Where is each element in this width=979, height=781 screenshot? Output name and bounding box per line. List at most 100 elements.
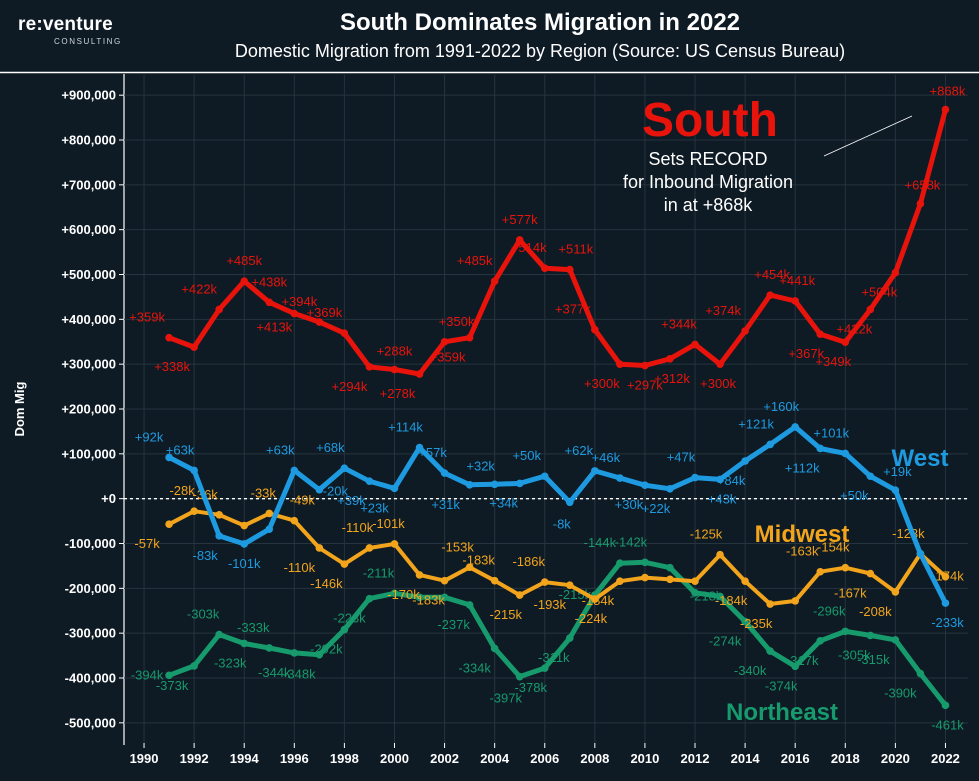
data-label: +32k — [466, 458, 495, 473]
y-tick-label: -200,000 — [65, 581, 116, 596]
data-label: +63k — [266, 442, 295, 457]
data-point — [891, 636, 900, 644]
data-point — [465, 480, 474, 489]
data-label: -233k — [931, 615, 964, 630]
data-point — [591, 325, 599, 334]
x-tick-label: 2000 — [380, 751, 409, 766]
data-label: -237k — [437, 617, 470, 632]
data-point — [490, 576, 499, 585]
data-point — [641, 573, 649, 582]
data-point — [616, 559, 624, 568]
data-point — [240, 540, 249, 548]
data-label: -101k — [372, 516, 405, 531]
data-point — [941, 701, 950, 710]
data-label: +377k — [555, 302, 591, 317]
data-point — [791, 423, 799, 431]
x-tick-label: 2018 — [831, 751, 860, 766]
data-label: -144k — [584, 535, 617, 550]
data-point — [465, 333, 474, 342]
series-line-midwest — [167, 509, 948, 606]
data-label: +22k — [642, 501, 671, 516]
data-label: -101k — [228, 556, 261, 571]
data-point — [540, 472, 549, 481]
data-point — [716, 360, 724, 368]
data-point — [415, 443, 424, 452]
data-label: +31k — [431, 497, 460, 512]
data-point — [616, 474, 624, 482]
data-point — [465, 601, 474, 609]
x-tick-label: 1990 — [130, 751, 159, 766]
data-point — [841, 627, 850, 636]
data-label: -110k — [284, 560, 316, 575]
data-label: +101k — [813, 425, 849, 440]
data-point — [440, 576, 449, 585]
data-point — [565, 634, 574, 642]
data-point — [816, 636, 825, 645]
data-point — [265, 644, 274, 652]
data-label: -394k — [131, 667, 164, 682]
data-point — [841, 338, 850, 347]
data-label: +288k — [377, 344, 413, 359]
data-label: +577k — [502, 212, 538, 227]
data-point — [190, 662, 198, 670]
data-point — [490, 277, 499, 286]
data-label: -292k — [310, 642, 343, 657]
data-point — [666, 575, 674, 584]
data-point — [215, 532, 223, 540]
y-tick-label: +800,000 — [61, 133, 116, 148]
data-point — [891, 588, 900, 596]
data-point — [891, 486, 900, 494]
annotation-pointer — [823, 115, 913, 157]
series-line-west — [166, 424, 948, 606]
data-point — [215, 630, 223, 639]
data-point — [941, 572, 950, 581]
data-point — [165, 453, 173, 462]
logo-tagline: CONSULTING — [54, 37, 122, 46]
chart-subtitle: Domestic Migration from 1991-2022 by Reg… — [234, 41, 846, 61]
data-point — [315, 544, 324, 552]
y-tick-label: +600,000 — [61, 222, 116, 237]
series-northeast: -394k-373k -303k -323k -333k -344k-348k -292k… — [131, 534, 964, 732]
data-label: +300k — [584, 376, 620, 391]
data-label: +413k — [256, 320, 292, 335]
data-point — [716, 592, 724, 601]
data-point — [440, 469, 449, 477]
data-label: +349k — [815, 354, 851, 369]
data-point — [716, 550, 724, 559]
data-label: +514k — [511, 240, 547, 255]
data-point — [515, 236, 524, 244]
data-point — [791, 297, 799, 305]
data-label: +160k — [763, 399, 799, 414]
y-tick-label: -400,000 — [65, 670, 116, 685]
x-tick-label: 1996 — [280, 751, 309, 766]
data-label: +359k — [430, 350, 466, 365]
data-point — [691, 577, 699, 585]
y-tick-label: +400,000 — [61, 312, 116, 327]
y-tick-label: +500,000 — [61, 267, 116, 282]
data-point — [340, 560, 349, 568]
data-label: -315k — [857, 652, 890, 667]
x-tick-label: 2010 — [630, 751, 659, 766]
data-point — [866, 305, 875, 314]
series-line-south — [166, 107, 948, 377]
y-tick-label: +700,000 — [61, 177, 116, 192]
data-label: -333k — [237, 620, 270, 635]
data-label: +350k — [439, 314, 475, 329]
series-name-label-south: South — [642, 94, 778, 147]
data-label: -223k — [333, 611, 366, 626]
data-point — [866, 631, 875, 640]
data-point — [691, 589, 699, 597]
series-midwest: -57k-28k-36k -33k -49k-110k-146k-110k-101k… — [134, 483, 964, 631]
data-label: -224k — [575, 611, 608, 626]
data-point — [791, 662, 799, 671]
data-point — [265, 509, 274, 518]
data-point — [540, 578, 549, 586]
data-point — [540, 664, 549, 672]
data-label: -184k — [715, 593, 748, 608]
data-label: +50k — [840, 488, 869, 503]
data-label: +84k — [717, 473, 746, 488]
data-label: -57k — [134, 536, 160, 551]
data-point — [766, 291, 774, 299]
data-point — [265, 298, 274, 307]
